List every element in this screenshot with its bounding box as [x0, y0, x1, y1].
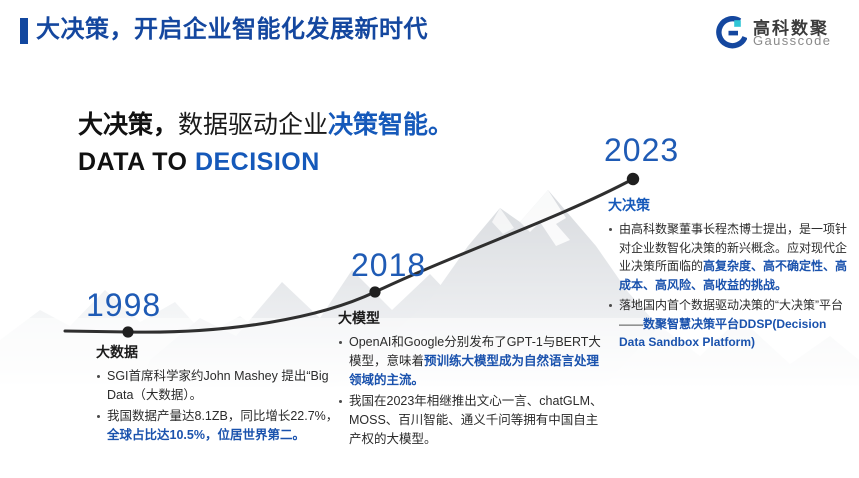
- hero-heading: 大决策，数据驱动企业决策智能。 DATA TO DECISION: [78, 108, 453, 177]
- milestone-heading-1998: 大数据: [96, 344, 138, 360]
- slide-header: 大决策，开启企业智能化发展新时代 高科数聚 Gausscode: [0, 0, 859, 62]
- bullet-text-highlight: 数聚智慧决策平台DDSP(Decision Data Sandbox Platf…: [619, 316, 827, 350]
- hero-cn-bold: 大决策，: [78, 111, 179, 139]
- bullet-text: OpenAI和Google分别发布了GPT-1与BERT大模型，意味着: [349, 335, 601, 368]
- milestone-block-2018: 大模型 OpenAI和Google分别发布了GPT-1与BERT大模型，意味着预…: [338, 308, 606, 451]
- bullet-text-highlight: 全球占比达10.5%，位居世界第二。: [107, 428, 305, 442]
- list-item: OpenAI和Google分别发布了GPT-1与BERT大模型，意味着预训练大模…: [338, 333, 606, 390]
- hero-en-blue: DECISION: [194, 148, 320, 176]
- hero-en-black: DATA TO: [78, 148, 195, 176]
- list-item: SGI首席科学家约John Mashey 提出“Big Data（大数据）。: [96, 367, 346, 405]
- gausscode-logo-icon: [716, 16, 747, 49]
- brand-logo: 高科数聚 Gausscode: [713, 12, 841, 52]
- list-item: 我国数据产量达8.1ZB，同比增长22.7%， 全球占比达10.5%，位居世界第二…: [96, 407, 346, 445]
- bullet-text: 由高科数聚董事长程杰博士提出，是一项针对企业数智化决策的新兴概念。应对现代企业决…: [619, 222, 848, 273]
- logo-name-cn: 高科数聚: [753, 19, 829, 38]
- milestone-bullets-2023: 由高科数聚董事长程杰博士提出，是一项针对企业数智化决策的新兴概念。应对现代企业决…: [608, 220, 851, 352]
- milestone-block-2023: 大决策 由高科数聚董事长程杰博士提出，是一项针对企业数智化决策的新兴概念。应对现…: [608, 195, 851, 354]
- list-item: 落地国内首个数据驱动决策的“大决策”平台——数聚智慧决策平台DDSP(Decis…: [608, 296, 851, 352]
- bullet-text-highlight: 预训练大模型成为自然语言处理领域的主流。: [349, 354, 600, 387]
- year-label-1998: 1998: [86, 287, 162, 323]
- hero-line-cn: 大决策，数据驱动企业决策智能。: [78, 108, 453, 142]
- milestone-bullets-2018: OpenAI和Google分别发布了GPT-1与BERT大模型，意味着预训练大模…: [338, 333, 606, 449]
- bullet-text: 落地国内首个数据驱动决策的“大决策”平台——: [619, 298, 843, 331]
- list-item: 我国在2023年相继推出文心一言、chatGLM、MOSS、百川智能、通义千问等…: [338, 392, 606, 449]
- milestone-dot-1998: [122, 326, 134, 338]
- bullet-text: SGI首席科学家约John Mashey 提出“Big Data（大数据）。: [107, 369, 329, 402]
- year-label-2018: 2018: [351, 247, 427, 283]
- bullet-text: 我国在2023年相继推出文心一言、chatGLM、MOSS、百川智能、通义千问等…: [349, 394, 603, 446]
- milestone-block-1998: 大数据 SGI首席科学家约John Mashey 提出“Big Data（大数据…: [96, 342, 346, 447]
- header-accent-bar: [20, 18, 28, 44]
- hero-line-en: DATA TO DECISION: [78, 148, 453, 177]
- list-item: 由高科数聚董事长程杰博士提出，是一项针对企业数智化决策的新兴概念。应对现代企业决…: [608, 220, 851, 294]
- mountain-background-illustration: [0, 190, 859, 390]
- hero-cn-plain: 数据驱动企业: [178, 111, 329, 139]
- bullet-text-highlight: 高复杂度、高不确定性、高成本、高风险、高收益的挑战。: [619, 259, 848, 292]
- bullet-text: 我国数据产量达8.1ZB，同比增长22.7%，: [107, 409, 339, 423]
- milestone-heading-2018: 大模型: [338, 310, 380, 326]
- milestone-heading-2023: 大决策: [608, 197, 650, 213]
- logo-name-en: Gausscode: [753, 33, 832, 48]
- milestone-dot-2018: [369, 286, 381, 298]
- milestone-bullets-1998: SGI首席科学家约John Mashey 提出“Big Data（大数据）。 我…: [96, 367, 346, 445]
- page-title: 大决策，开启企业智能化发展新时代: [36, 16, 428, 43]
- milestone-dot-2023: [626, 172, 640, 186]
- hero-cn-blue: 决策智能。: [328, 111, 454, 139]
- year-label-2023: 2023: [604, 132, 680, 168]
